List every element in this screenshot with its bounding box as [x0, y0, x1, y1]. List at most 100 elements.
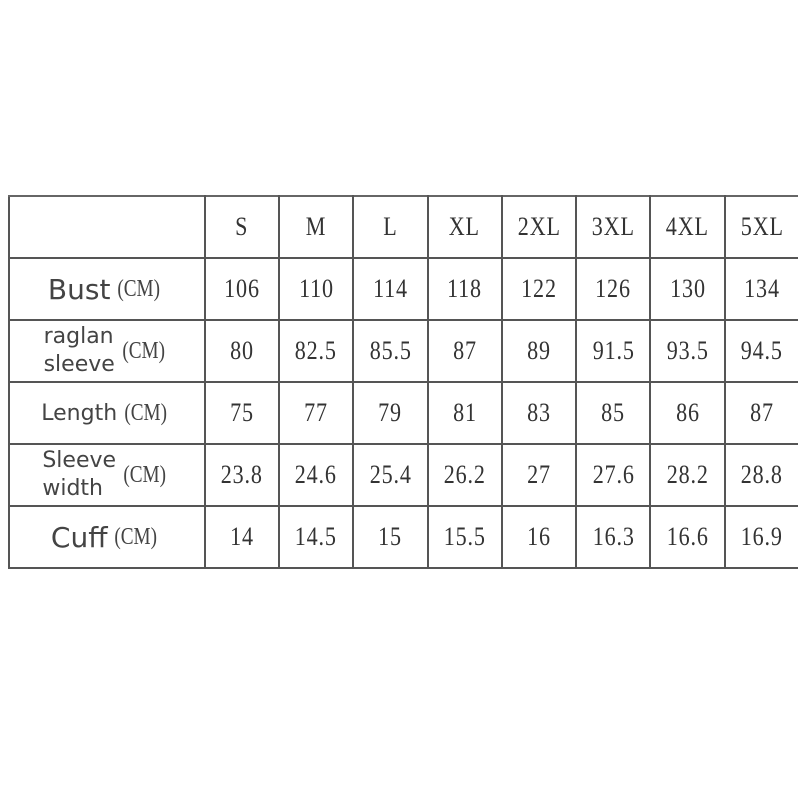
row-unit: (CM) [124, 399, 168, 426]
header-row: S M L XL 2XL 3XL 4XL 5XL [8, 195, 798, 259]
row-label-content: Length (CM) [10, 400, 204, 427]
value: 87 [452, 336, 477, 365]
value-cell: 91.5 [575, 319, 652, 383]
value-cell: 110 [278, 257, 355, 321]
size-header: 2XL [500, 195, 578, 259]
value: 134 [743, 274, 780, 303]
size-header: XL [426, 195, 503, 259]
value-cell: 25.4 [352, 443, 429, 507]
value: 75 [229, 398, 254, 427]
row-unit: (CM) [114, 523, 158, 550]
value: 28.8 [740, 460, 783, 489]
size-header: 4XL [649, 195, 726, 259]
value-cell: 26.2 [426, 443, 503, 507]
value: 85 [601, 398, 626, 427]
value: 80 [229, 336, 254, 365]
value-cell: 24.6 [278, 443, 355, 507]
size-label: 3XL [591, 212, 635, 241]
value: 14.5 [295, 522, 338, 551]
value: 82.5 [295, 336, 338, 365]
row-name-line: Bust [47, 272, 111, 306]
value: 106 [224, 274, 260, 303]
value: 23.8 [220, 460, 263, 489]
value: 91.5 [592, 336, 635, 365]
row-name-line: Cuff [50, 520, 108, 554]
value: 89 [527, 336, 551, 365]
value: 15 [378, 522, 403, 551]
value-cell: 15.5 [426, 505, 503, 569]
value-cell: 28.2 [649, 443, 726, 507]
value: 81 [452, 398, 477, 427]
value: 25.4 [369, 460, 412, 489]
value: 118 [447, 274, 483, 303]
size-header: M [278, 195, 355, 259]
size-label: L [383, 212, 398, 241]
value: 114 [372, 274, 408, 303]
size-chart-table: S M L XL 2XL 3XL 4XL 5XL Bust (CM) 106 110 114 118 122… [8, 195, 798, 569]
value-cell: 23.8 [203, 443, 281, 507]
value: 16.6 [666, 522, 709, 551]
value-cell: 15 [352, 505, 429, 569]
value: 130 [669, 274, 706, 303]
value-cell: 118 [426, 257, 503, 321]
row-label: Bust (CM) [8, 257, 206, 321]
value: 85.5 [369, 336, 412, 365]
value-cell: 93.5 [649, 319, 726, 383]
row-name: Bust [48, 273, 111, 306]
value: 79 [378, 398, 403, 427]
value: 93.5 [666, 336, 709, 365]
row-label-content: Sleeve width (CM) [10, 447, 204, 503]
row-label: Sleeve width (CM) [8, 443, 206, 507]
value-cell: 114 [352, 257, 429, 321]
value: 24.6 [295, 460, 338, 489]
row-name-line: Sleeve [42, 448, 117, 473]
size-label: XL [449, 212, 481, 241]
value-cell: 27.6 [575, 443, 652, 507]
value-cell: 94.5 [723, 319, 798, 383]
corner-cell [8, 195, 206, 259]
value: 16.3 [592, 522, 635, 551]
row-unit: (CM) [117, 275, 161, 302]
row-name-line: raglan [43, 324, 114, 349]
value-cell: 82.5 [278, 319, 355, 383]
value: 28.2 [666, 460, 709, 489]
value-cell: 16.6 [649, 505, 726, 569]
row-label-content: Bust (CM) [10, 273, 204, 306]
row-name-line: sleeve [43, 352, 115, 377]
value: 87 [749, 398, 774, 427]
value: 86 [675, 398, 700, 427]
value: 16.9 [740, 522, 783, 551]
value: 27.6 [592, 460, 635, 489]
value-cell: 83 [500, 381, 578, 445]
value-cell: 14 [203, 505, 281, 569]
size-header: L [352, 195, 429, 259]
table-row: Bust (CM) 106 110 114 118 122 126 130 134 [8, 257, 798, 321]
row-name: Cuff [51, 521, 108, 554]
size-header: 3XL [575, 195, 652, 259]
value-cell: 16 [500, 505, 578, 569]
size-header: 5XL [723, 195, 798, 259]
value-cell: 80 [203, 319, 281, 383]
value-cell: 86 [649, 381, 726, 445]
value: 126 [595, 274, 632, 303]
value-cell: 87 [426, 319, 503, 383]
value: 16 [527, 522, 551, 551]
row-label: raglan sleeve (CM) [8, 319, 206, 383]
value-cell: 106 [203, 257, 281, 321]
value-cell: 85.5 [352, 319, 429, 383]
row-unit: (CM) [122, 337, 165, 364]
value-cell: 122 [500, 257, 578, 321]
table-row: Length (CM) 75 77 79 81 83 85 86 87 [8, 381, 798, 445]
value: 26.2 [443, 460, 486, 489]
value-cell: 28.8 [723, 443, 798, 507]
table-row: Cuff (CM) 14 14.5 15 15.5 16 16.3 16.6 16.9 [8, 505, 798, 569]
value-cell: 89 [500, 319, 578, 383]
row-name-line: Length [41, 400, 118, 426]
row-label: Length (CM) [8, 381, 206, 445]
row-name: raglan sleeve [44, 323, 115, 379]
value-cell: 130 [649, 257, 726, 321]
value-cell: 126 [575, 257, 652, 321]
row-label-content: Cuff (CM) [10, 521, 204, 554]
value-cell: 16.9 [723, 505, 798, 569]
value: 94.5 [740, 336, 783, 365]
